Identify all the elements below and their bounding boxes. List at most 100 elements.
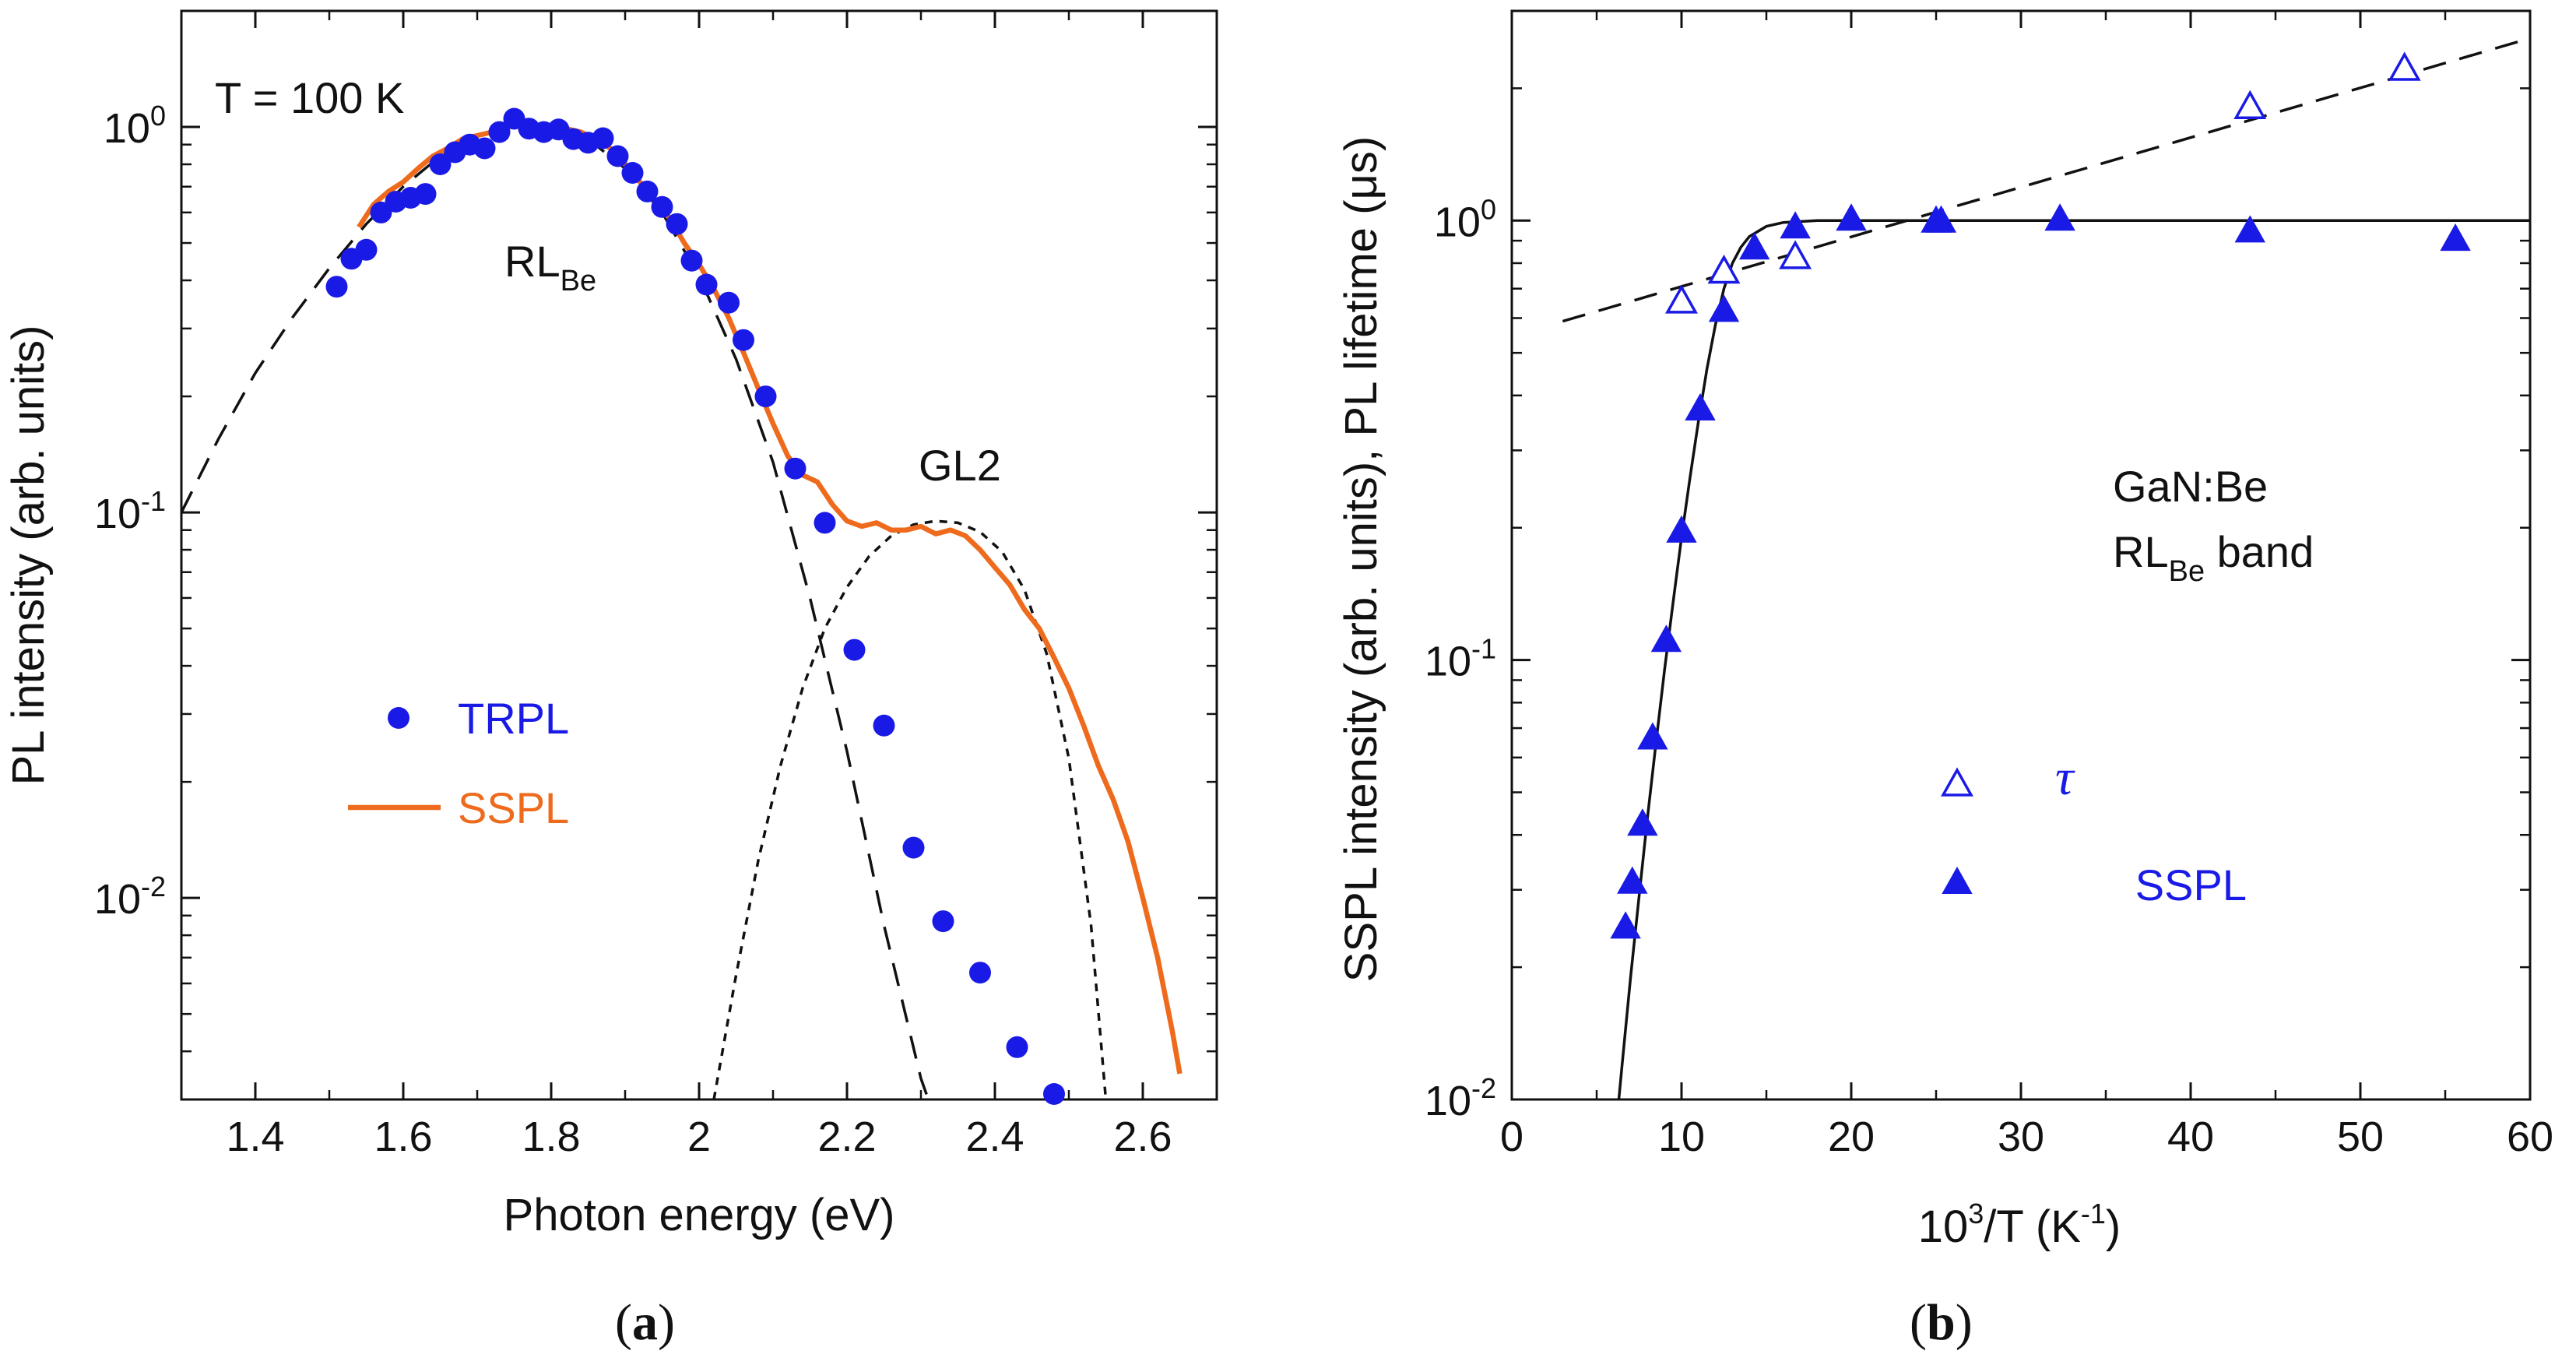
- band-label-end: band: [2205, 527, 2314, 576]
- panel-b-frame: [1510, 9, 2532, 1101]
- sspl-triangle-point: [1651, 625, 1682, 653]
- panel-b-x-tick-label: 40: [2167, 1113, 2214, 1160]
- panel-b-x-tick-label: 60: [2507, 1113, 2553, 1160]
- panel-a-x-tick-label: 1.4: [226, 1113, 284, 1160]
- trpl-point: [695, 273, 718, 296]
- sspl-triangle-point: [1627, 809, 1657, 836]
- sspl-triangle-point: [1667, 515, 1696, 543]
- panel-a-x-tick-label: 2.4: [965, 1113, 1024, 1160]
- panel-b-x-tick-label: 0: [1500, 1113, 1523, 1160]
- trpl-point: [843, 639, 866, 661]
- band-label-main: RL: [2113, 527, 2169, 576]
- tau-triangle-point: [2234, 91, 2266, 119]
- trpl-point: [1006, 1036, 1028, 1058]
- tau-triangle-point: [1666, 286, 1697, 314]
- trpl-point: [932, 910, 954, 933]
- trpl-point: [592, 127, 614, 150]
- rl-be-label-main: RL: [504, 237, 561, 286]
- trpl-point: [355, 238, 378, 261]
- trpl-point: [733, 329, 754, 351]
- panel-b-y-axis-label: SSPL intensity (arb. units), PL lifetime…: [1336, 136, 1386, 982]
- trpl-point: [325, 276, 348, 298]
- sspl-triangle-point: [2045, 204, 2075, 231]
- sample-label: GaN:Be: [2113, 462, 2268, 511]
- panel-a-x-tick-label: 2.2: [817, 1113, 876, 1160]
- sspl-triangle-point: [1780, 212, 1811, 239]
- panel-a-fit-curves: [181, 124, 1108, 1099]
- sspl-triangle-point: [1739, 233, 1769, 260]
- rl-be-label-sub: Be: [561, 265, 596, 297]
- sspl-triangle-point: [1685, 394, 1715, 420]
- panel-a-x-axis-label: Photon energy (eV): [504, 1190, 895, 1240]
- trpl-point: [680, 249, 703, 272]
- panel-b-y-tick-base: 10: [1434, 199, 1481, 245]
- legend-trpl-label: TRPL: [458, 694, 569, 743]
- panel-b-y-tick-exp: -1: [1471, 633, 1496, 665]
- panel-a-y-axis-label: PL intensity (arb. units): [3, 325, 54, 786]
- sspl-line: [357, 122, 1183, 1075]
- panel-b-x-tick-label: 30: [1998, 1113, 2044, 1160]
- panel-b-x-axis-label: 103/T (K-1): [1918, 1198, 2121, 1252]
- trpl-point: [651, 195, 673, 218]
- legend-trpl-marker: [388, 707, 409, 729]
- panel-b-y-tick-label: 10-1: [1425, 633, 1496, 685]
- trpl-point: [814, 512, 836, 534]
- panel-a-label-open: (: [615, 1294, 632, 1351]
- band-label: RLBe band: [2113, 527, 2314, 588]
- trpl-point: [718, 291, 740, 314]
- panel-b-y-tick-exp: -2: [1471, 1072, 1496, 1104]
- panel-b-label-open: (: [1910, 1294, 1927, 1351]
- legend-tau-label: τ: [2055, 749, 2075, 806]
- x-label-end: ): [2106, 1201, 2121, 1252]
- temperature-label: T = 100 K: [215, 73, 404, 122]
- panel-a-x-tick-label: 2.6: [1113, 1113, 1172, 1160]
- panel-b-y-tick-base: 10: [1425, 639, 1471, 685]
- panel-a-frame: [180, 9, 1218, 1101]
- trpl-point: [666, 213, 688, 235]
- band-label-sub: Be: [2169, 555, 2205, 588]
- panel-a-y-tick-label: 10-1: [94, 485, 166, 537]
- panel-b-fit-curves: [1562, 37, 2530, 1099]
- legend-sspl-marker: [1942, 867, 1972, 894]
- panel-a-y-tick-exp: 0: [150, 100, 166, 132]
- panel-b-markers: [1611, 53, 2471, 939]
- panel-b-label-letter: b: [1927, 1294, 1956, 1351]
- x-label-sup2: -1: [2081, 1198, 2106, 1230]
- x-label-base: 10: [1918, 1201, 1969, 1252]
- sspl-triangle-point: [1637, 723, 1668, 750]
- panel-b-x-tick-label: 50: [2337, 1113, 2384, 1160]
- panel-a-y-tick-base: 10: [94, 491, 141, 537]
- panel-b-y-tick-exp: 0: [1481, 193, 1496, 225]
- panel-a-label-close: ): [658, 1294, 675, 1351]
- panel-a-y-tick-exp: -1: [141, 485, 166, 517]
- tau-triangle-point: [2388, 53, 2420, 81]
- gl2-label: GL2: [919, 441, 1001, 490]
- panel-a-label: (a): [615, 1294, 675, 1351]
- panel-b-x-tick-label: 10: [1658, 1113, 1705, 1160]
- trpl-point: [754, 385, 777, 408]
- panel-b-y-tick-base: 10: [1425, 1078, 1471, 1124]
- legend-tau-marker: [1942, 769, 1973, 797]
- panel-a-x-tick-label: 2: [687, 1113, 711, 1160]
- trpl-point: [429, 153, 452, 175]
- trpl-point: [473, 137, 496, 160]
- trpl-point: [969, 962, 991, 984]
- legend-sspl-label-b: SSPL: [2135, 860, 2247, 909]
- legend-sspl-label: SSPL: [458, 783, 569, 832]
- panel-a-trpl-series: [325, 107, 1065, 1105]
- trpl-point: [636, 180, 659, 202]
- panel-b-y-tick-label: 10-2: [1425, 1072, 1496, 1124]
- trpl-point: [1043, 1083, 1065, 1105]
- trpl-point: [784, 457, 807, 480]
- panel-b-label: (b): [1910, 1294, 1973, 1351]
- trpl-point: [902, 836, 925, 859]
- panel-b-y-tick-label: 100: [1434, 193, 1496, 245]
- panel-a-x-tick-label: 1.6: [374, 1113, 432, 1160]
- x-label-sup: 3: [1968, 1198, 1984, 1230]
- panel-a-y-tick-base: 10: [94, 876, 141, 923]
- tau-fit-line: [1562, 37, 2530, 323]
